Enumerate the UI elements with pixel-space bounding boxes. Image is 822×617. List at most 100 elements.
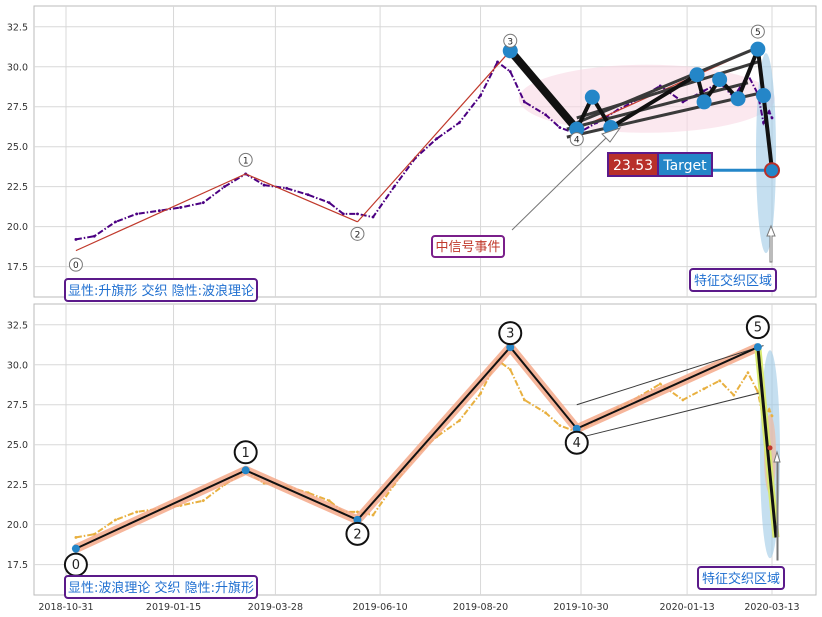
flag-pole	[507, 48, 580, 132]
y-tick-label: 32.5	[7, 22, 28, 33]
price-point	[341, 212, 345, 216]
y-tick-label: 17.5	[7, 560, 28, 571]
price-point	[544, 113, 548, 117]
price-point	[371, 513, 375, 517]
price-point	[285, 186, 289, 190]
x-tick-label: 2019-03-28	[248, 602, 303, 613]
price-point	[732, 393, 736, 397]
y-tick-label: 32.5	[7, 320, 28, 331]
price-point	[523, 398, 526, 402]
wave-node	[71, 544, 80, 553]
price-point	[770, 414, 774, 418]
price-point	[681, 100, 685, 104]
price-point	[508, 70, 512, 73]
wave-label-circle	[569, 132, 584, 147]
y-tick-label: 30.0	[7, 360, 28, 371]
bottom-labels: 特征交织区域 显性:波浪理论 交织 隐性:升旗形	[64, 566, 785, 599]
price-line	[75, 358, 773, 539]
wave-node	[241, 466, 250, 475]
price-point	[114, 518, 117, 522]
price-point	[356, 212, 359, 216]
wave-label: 3	[507, 37, 513, 47]
wave-node	[572, 424, 581, 433]
bottom-caption: 显性:波浪理论 交织 隐性:升旗形	[68, 580, 254, 596]
price-point	[457, 419, 461, 423]
target-marker	[764, 162, 780, 179]
price-point	[767, 110, 771, 113]
flag-channel	[576, 345, 764, 406]
top-caption-box	[64, 278, 258, 302]
flag-node	[696, 94, 712, 110]
wave-label-circle	[233, 440, 258, 465]
x-tick-label: 2019-01-15	[146, 602, 201, 613]
bottom-y-tick-labels: 17.5 20.0 22.5 25.0 27.5 30.0 32.5	[7, 320, 28, 571]
top-panel: 17.5 20.0 22.5 25.0 27.5 30.0 32.5 0 1 2 3 4 5 中信号事…	[7, 5, 817, 302]
flag-node	[584, 89, 600, 105]
y-tick-label: 25.0	[7, 142, 28, 153]
zone-arrow	[773, 450, 781, 561]
price-point	[702, 387, 706, 391]
price-point	[327, 201, 331, 205]
flag-node	[689, 67, 705, 83]
y-tick-label: 17.5	[7, 262, 28, 273]
price-point	[371, 215, 375, 219]
y-tick-label: 30.0	[7, 62, 28, 73]
bottom-wave-overlay: 0 1 2 3 4 5	[63, 315, 781, 577]
wave-line	[75, 173, 246, 252]
y-tick-label: 22.5	[7, 182, 28, 193]
wave-label: 4	[573, 436, 581, 451]
top-y-tick-labels: 17.5 20.0 22.5 25.0 27.5 30.0 32.5	[7, 22, 28, 273]
price-point	[558, 424, 562, 427]
wave-label-circle	[745, 315, 770, 340]
price-point	[306, 193, 310, 197]
wave-label-circle	[68, 257, 83, 272]
flag-node	[712, 72, 728, 88]
bottom-panel: 17.5 20.0 22.5 25.0 27.5 30.0 32.5 0 1 2 3 4 5 特征交织…	[7, 303, 817, 599]
wave-label: 1	[243, 156, 249, 166]
wave-label-circle	[345, 521, 370, 546]
bottom-caption-box	[64, 575, 258, 599]
price-point	[392, 185, 396, 189]
flag-node	[750, 41, 766, 57]
flag-zigzag	[575, 48, 774, 171]
top-caption: 显性:升旗形 交织 隐性:波浪理论	[68, 283, 254, 299]
price-line	[75, 60, 773, 241]
flag-channel	[576, 46, 759, 125]
drop-line	[756, 347, 778, 538]
price-point	[135, 212, 139, 216]
wave-label: 2	[355, 230, 361, 240]
wave-node	[353, 515, 362, 524]
wave-label: 5	[755, 28, 761, 38]
y-tick-label: 25.0	[7, 440, 28, 451]
price-point	[523, 100, 526, 104]
wave-label: 0	[73, 261, 79, 271]
price-point	[201, 499, 205, 503]
top-plot-area	[33, 5, 817, 298]
price-point	[457, 121, 461, 125]
price-point	[762, 121, 765, 125]
zone-marker	[767, 445, 773, 451]
signal-label: 中信号事件	[435, 240, 500, 255]
price-point	[544, 411, 548, 415]
x-tick-label: 2018-10-31	[38, 602, 93, 613]
top-pattern-overlay: 0 1 2 3 4 5	[68, 24, 780, 272]
x-tick-labels: 2018-10-31 2019-01-15 2019-03-28 2019-06-10…	[38, 602, 799, 613]
y-tick-label: 27.5	[7, 102, 28, 113]
wave-label-circle	[503, 33, 518, 48]
wave-node	[506, 343, 515, 352]
price-point	[479, 392, 482, 395]
wave-line	[245, 173, 358, 223]
wave-node	[753, 343, 762, 352]
price-point	[496, 60, 499, 64]
price-point	[770, 116, 774, 120]
price-point	[508, 368, 512, 371]
price-point	[201, 201, 205, 205]
flag-channel	[576, 60, 759, 120]
target-value: 23.53	[613, 158, 653, 174]
zone-arrow	[766, 224, 776, 263]
price-point	[767, 408, 771, 411]
x-tick-label: 2020-01-13	[660, 602, 715, 613]
signal-box	[431, 235, 505, 258]
wave-label: 0	[72, 558, 80, 573]
y-tick-label: 27.5	[7, 400, 28, 411]
